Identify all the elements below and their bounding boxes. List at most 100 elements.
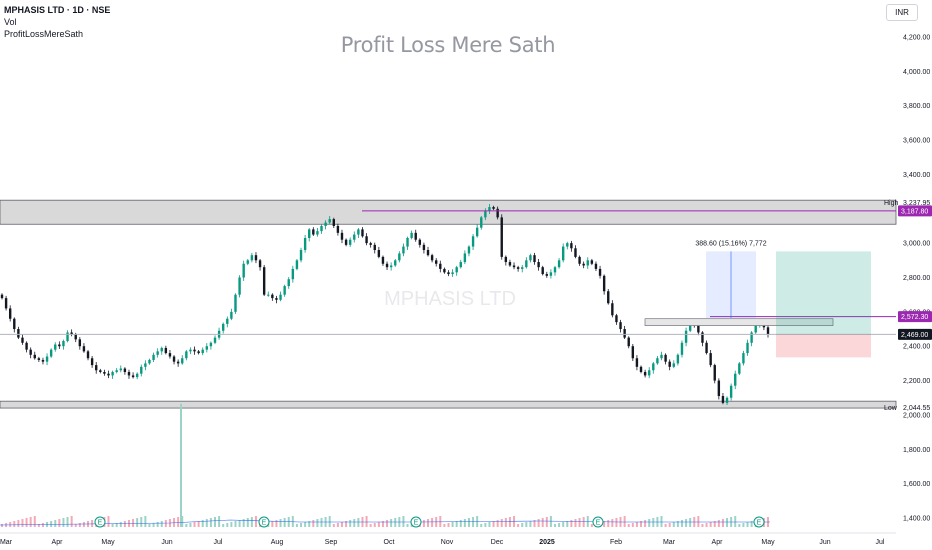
volume-bar: [357, 518, 360, 527]
time-tick-label: Jul: [214, 539, 223, 546]
time-tick-label: Feb: [610, 539, 622, 546]
volume-bar: [553, 524, 556, 527]
candle-body: [189, 349, 192, 352]
candle-body: [500, 217, 503, 257]
volume-bar: [541, 518, 544, 527]
price-axis: 1,400.00 1,600.00 1,800.00 2,000.00 2,200.00…: [903, 35, 930, 523]
candle-body: [389, 265, 393, 268]
volume-bar: [234, 521, 237, 527]
volume-bar: [607, 520, 610, 527]
volume-bar: [500, 519, 503, 527]
time-tick-label: Apr: [712, 539, 724, 546]
volume-bar: [238, 520, 241, 527]
candle-body: [402, 246, 405, 254]
earnings-marker-label: E: [596, 520, 601, 527]
candle-body: [299, 250, 303, 261]
candle-body: [619, 322, 622, 330]
volume-bar: [349, 520, 352, 527]
volume-bar: [144, 516, 147, 527]
volume-bar: [660, 516, 663, 527]
candle-body: [107, 373, 110, 376]
volume-bar: [164, 520, 167, 527]
candle-body: [627, 337, 630, 347]
resistance-zone: [0, 199, 897, 225]
volume-bar: [472, 517, 475, 527]
volume-bar: [521, 523, 524, 527]
volume-bar: [283, 518, 286, 527]
price-tick-label: 4,000.00: [903, 69, 930, 76]
volume-bar: [328, 516, 331, 527]
volume-bar: [525, 522, 528, 527]
candle-body: [152, 354, 155, 360]
candle-body: [668, 361, 671, 367]
volume-bar: [529, 521, 532, 527]
candle-body: [713, 365, 716, 381]
candle-body: [291, 268, 295, 280]
candle-body: [750, 332, 753, 343]
candle-body: [303, 237, 307, 251]
candle-body: [406, 237, 409, 247]
earnings-marker: [753, 516, 765, 528]
volume-bar: [58, 519, 61, 527]
candle-body: [566, 243, 569, 247]
candle-body: [594, 263, 598, 269]
volume-bar: [185, 524, 188, 527]
candle-body: [475, 227, 479, 237]
candle-body: [385, 263, 389, 268]
price-tick-label: 3,800.00: [903, 103, 930, 110]
candle-body: [49, 349, 53, 357]
volume-bar: [214, 517, 217, 527]
volume-bar: [574, 519, 577, 527]
candle-body: [197, 351, 200, 354]
candle-body: [697, 325, 700, 333]
volume-bar: [136, 518, 139, 527]
volume-bar: [631, 523, 634, 527]
time-tick-label: Jun: [161, 539, 172, 546]
volume-bar: [13, 521, 16, 527]
volume-bar: [271, 521, 274, 527]
candle-body: [529, 255, 532, 261]
candle-body: [37, 358, 41, 360]
candle-body: [283, 286, 286, 295]
candle-body: [8, 308, 12, 319]
candle-body: [631, 346, 635, 359]
volume-bar: [226, 523, 229, 527]
volume-spike: [180, 403, 182, 527]
volume-bar: [205, 519, 208, 527]
candle-body: [242, 263, 245, 278]
candle-body: [742, 353, 745, 364]
volume-bar: [480, 524, 483, 527]
candle-body: [78, 339, 82, 347]
candle-body: [607, 291, 610, 304]
candle-body: [435, 260, 438, 264]
symbol-title: MPHASIS LTD · 1D · NSE: [4, 5, 111, 15]
time-tick-label: Mar: [0, 539, 13, 546]
price-tick-label: 1,800.00: [903, 447, 930, 454]
volume-bar: [373, 523, 376, 527]
candle-body: [324, 222, 327, 226]
volume-bar: [111, 524, 114, 527]
candle-body: [754, 325, 757, 333]
volume-bar: [242, 519, 245, 527]
price-label-tag: [898, 205, 932, 217]
candle-body: [344, 239, 348, 245]
candle-body: [508, 262, 512, 266]
earnings-marker: [592, 516, 604, 528]
candle-body: [295, 260, 299, 269]
volume-bar: [640, 521, 643, 527]
volume-bar: [279, 519, 282, 527]
volume-bar: [17, 520, 20, 527]
candle-body: [492, 207, 495, 209]
candle-body: [570, 243, 573, 249]
earnings-marker-label: E: [262, 520, 267, 527]
candle-body: [394, 260, 397, 266]
time-tick-label: May: [101, 539, 115, 546]
currency-button[interactable]: INR: [886, 4, 918, 21]
candle-body: [340, 232, 344, 240]
measure-label: 388.60 (15.16%) 7,772: [695, 240, 766, 247]
candle-body: [123, 368, 127, 372]
candle-body: [332, 219, 335, 226]
volume-bar: [119, 522, 122, 527]
candle-body: [521, 267, 524, 269]
